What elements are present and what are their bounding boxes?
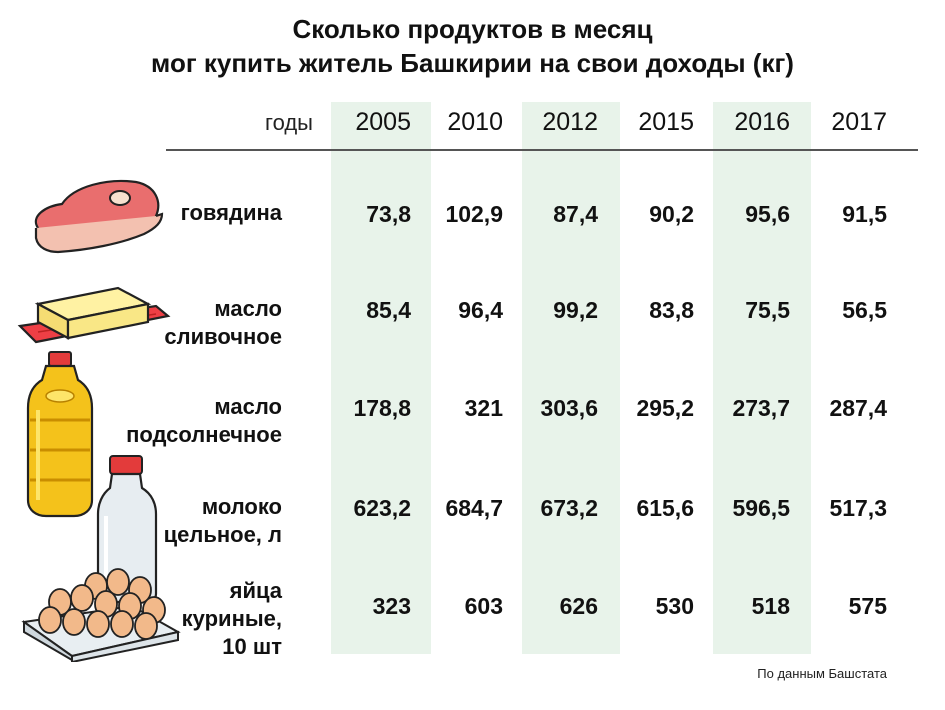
chart-title-line-1: Сколько продуктов в месяц xyxy=(292,14,653,44)
egg-tray-icon xyxy=(21,568,181,662)
row-label: говядина xyxy=(82,199,282,227)
value-cell: 615,6 xyxy=(636,495,694,521)
source-note: По данным Башстата xyxy=(757,666,887,681)
value-cell: 73,8 xyxy=(366,201,411,227)
column-band-2016 xyxy=(713,102,811,654)
value-cell: 684,7 xyxy=(445,495,503,521)
value-cell: 56,5 xyxy=(842,297,887,323)
value-cell: 273,7 xyxy=(732,395,790,421)
row-label-line: сливочное xyxy=(164,324,282,349)
value-cell: 518 xyxy=(751,593,790,619)
value-cell: 575 xyxy=(848,593,887,619)
value-cell: 287,4 xyxy=(829,395,887,421)
value-cell: 85,4 xyxy=(366,297,411,323)
value-cell: 99,2 xyxy=(553,297,598,323)
value-cell: 96,4 xyxy=(458,297,503,323)
value-cell: 87,4 xyxy=(553,201,598,227)
years-label: годы xyxy=(265,110,313,135)
row-label-line: масло xyxy=(214,296,282,321)
row-label: яйца куриные, 10 шт xyxy=(82,577,282,661)
value-cell: 623,2 xyxy=(353,495,411,521)
value-cell: 517,3 xyxy=(829,495,887,521)
oil-bottle-icon xyxy=(26,351,94,518)
row-label-line: масло xyxy=(214,394,282,419)
value-cell: 102,9 xyxy=(445,201,503,227)
row-label: молоко цельное, л xyxy=(82,493,282,549)
year-header-2016: 2016 xyxy=(734,108,790,136)
butter-icon xyxy=(17,286,171,344)
year-header-2012: 2012 xyxy=(542,108,598,136)
row-label-line: куриные, xyxy=(181,606,282,631)
value-cell: 295,2 xyxy=(636,395,694,421)
value-cell: 303,6 xyxy=(540,395,598,421)
value-cell: 83,8 xyxy=(649,297,694,323)
row-label: масло сливочное xyxy=(82,295,282,351)
row-label-line: цельное, л xyxy=(163,522,282,547)
value-cell: 321 xyxy=(464,395,503,421)
value-cell: 530 xyxy=(655,593,694,619)
year-header-2017: 2017 xyxy=(831,108,887,136)
chart-title: Сколько продуктов в месяц мог купить жит… xyxy=(0,12,945,80)
row-label-line: 10 шт xyxy=(222,634,282,659)
value-cell: 95,6 xyxy=(745,201,790,227)
meat-icon xyxy=(34,179,164,254)
value-cell: 323 xyxy=(372,593,411,619)
value-cell: 91,5 xyxy=(842,201,887,227)
column-band-2012 xyxy=(522,102,620,654)
column-band-2005 xyxy=(331,102,431,654)
row-label: масло подсолнечное xyxy=(82,393,282,449)
row-label-line: говядина xyxy=(180,200,282,225)
row-label-line: молоко xyxy=(201,494,282,519)
value-cell: 673,2 xyxy=(540,495,598,521)
year-header-2010: 2010 xyxy=(447,108,503,136)
chart-title-line-2: мог купить житель Башкирии на свои доход… xyxy=(151,48,794,78)
value-cell: 75,5 xyxy=(745,297,790,323)
row-label-line: подсолнечное xyxy=(126,422,282,447)
header-divider xyxy=(166,149,918,151)
year-header-2005: 2005 xyxy=(355,108,411,136)
value-cell: 178,8 xyxy=(353,395,411,421)
year-header-2015: 2015 xyxy=(638,108,694,136)
row-label-line: яйца xyxy=(229,578,282,603)
value-cell: 603 xyxy=(464,593,503,619)
value-cell: 596,5 xyxy=(732,495,790,521)
value-cell: 90,2 xyxy=(649,201,694,227)
value-cell: 626 xyxy=(559,593,598,619)
